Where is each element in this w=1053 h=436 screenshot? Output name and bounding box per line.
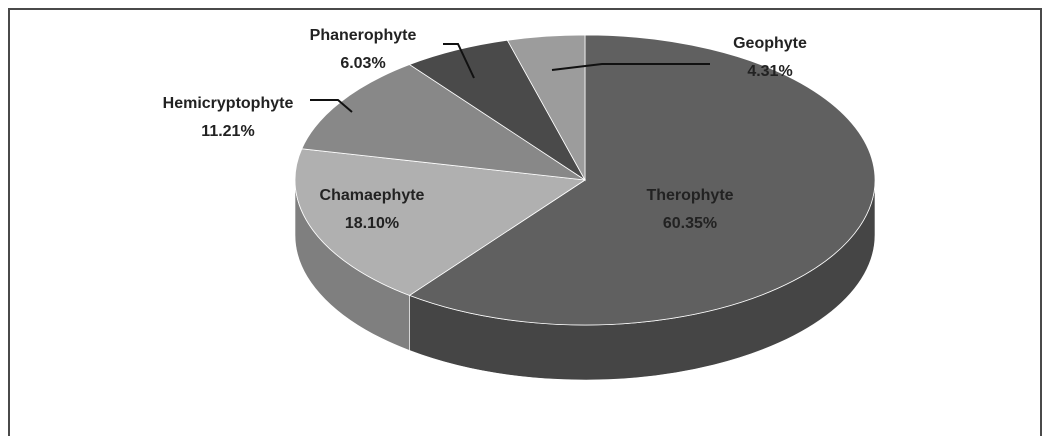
slice-label: Chamaephyte <box>320 187 425 204</box>
slice-label: Geophyte <box>733 35 807 52</box>
slice-value-label: 60.35% <box>663 215 717 232</box>
slice-value-label: 6.03% <box>340 55 385 72</box>
leader-line <box>310 99 353 113</box>
leader-line <box>443 43 475 79</box>
slice <box>408 34 876 326</box>
slice-value-label: 18.10% <box>345 215 399 232</box>
slice-label: Hemicryptophyte <box>163 95 294 112</box>
slice-value-label: 11.21% <box>201 123 254 140</box>
leader-line <box>551 63 710 71</box>
slice-label: Therophyte <box>646 187 733 204</box>
slice-label: Phanerophyte <box>310 27 417 44</box>
slice <box>294 148 587 296</box>
slice <box>506 34 586 182</box>
slice-value-label: 4.31% <box>747 63 792 80</box>
